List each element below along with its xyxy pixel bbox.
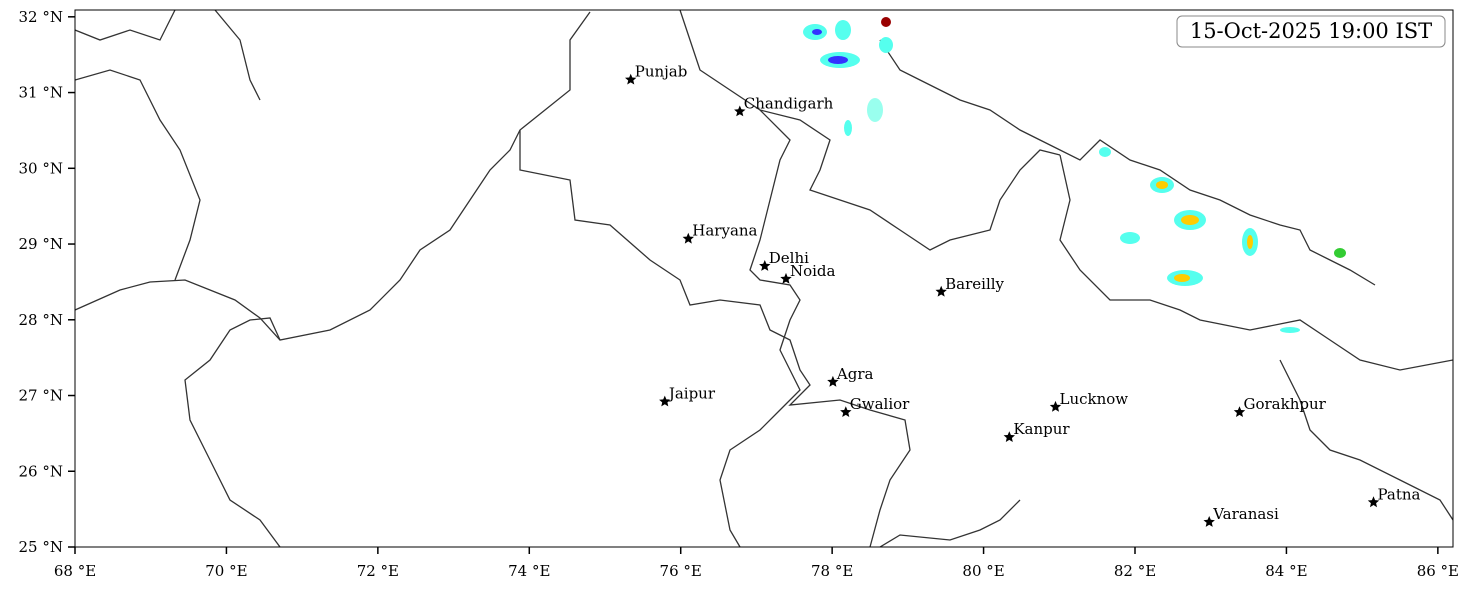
city-label: Gwalior xyxy=(850,395,910,413)
rain-area xyxy=(1174,274,1190,282)
x-tick-label: 68 °E xyxy=(54,562,96,580)
rain-area xyxy=(1334,248,1346,258)
x-tick-label: 84 °E xyxy=(1265,562,1307,580)
rain-area xyxy=(828,56,848,64)
x-tick-label: 80 °E xyxy=(962,562,1004,580)
timestamp: 15-Oct-2025 19:00 IST xyxy=(1190,19,1432,43)
rain-area xyxy=(1247,235,1253,249)
x-tick-label: 76 °E xyxy=(660,562,702,580)
city-marker xyxy=(1003,431,1015,442)
boundaries xyxy=(75,10,1453,547)
city-label: Haryana xyxy=(692,222,757,240)
y-tick-label: 28 °N xyxy=(19,311,63,329)
rain-area xyxy=(812,29,822,35)
city-marker xyxy=(935,285,947,297)
plot-frame xyxy=(74,9,1454,548)
rain-area xyxy=(835,20,851,40)
city-label: Gorakhpur xyxy=(1243,395,1326,413)
city-marker xyxy=(1049,400,1062,412)
y-tick-label: 31 °N xyxy=(19,84,63,102)
city-label: Kanpur xyxy=(1013,420,1070,438)
city-label: Delhi xyxy=(769,249,809,267)
y-tick-label: 26 °N xyxy=(19,462,63,480)
rain-area xyxy=(1099,147,1111,157)
y-tick-label: 32 °N xyxy=(19,8,63,26)
city-marker xyxy=(780,272,792,284)
y-tick-label: 25 °N xyxy=(19,538,63,556)
y-tick-label: 27 °N xyxy=(19,387,63,405)
city-label: Noida xyxy=(790,262,836,280)
y-tick-label: 30 °N xyxy=(19,159,63,177)
rain-area xyxy=(867,98,883,122)
city-marker xyxy=(1203,516,1215,527)
city-label: Bareilly xyxy=(945,275,1004,293)
rain-area xyxy=(1156,181,1168,189)
city-label: Varanasi xyxy=(1212,505,1279,523)
rain-area xyxy=(1280,327,1300,333)
rain-area xyxy=(879,37,893,53)
city-marker xyxy=(659,395,671,407)
rain-area xyxy=(844,120,852,136)
city-marker xyxy=(1233,406,1246,417)
city-marker xyxy=(827,375,839,387)
rain-area xyxy=(1181,215,1199,225)
city-marker xyxy=(682,232,694,244)
city-marker xyxy=(840,406,852,417)
x-tick-label: 72 °E xyxy=(357,562,399,580)
city-label: Punjab xyxy=(635,63,688,81)
x-tick-label: 82 °E xyxy=(1114,562,1156,580)
city-label: Patna xyxy=(1378,485,1421,503)
city-marker xyxy=(759,260,771,271)
y-tick-label: 29 °N xyxy=(19,235,63,253)
city-label: Agra xyxy=(836,365,874,383)
rain-area xyxy=(1120,232,1140,244)
city-marker xyxy=(625,73,637,85)
precipitation-field xyxy=(803,17,1346,333)
city-label: Jaipur xyxy=(667,385,716,403)
timestamp-box xyxy=(1176,15,1446,48)
city-label: Chandigarh xyxy=(744,94,834,112)
city-marker xyxy=(1367,496,1380,508)
x-tick-label: 78 °E xyxy=(811,562,853,580)
rain-area xyxy=(881,17,891,27)
city-marker xyxy=(734,105,746,117)
city-label: Lucknow xyxy=(1060,390,1129,408)
x-tick-label: 74 °E xyxy=(508,562,550,580)
x-tick-label: 86 °E xyxy=(1417,562,1459,580)
x-tick-label: 70 °E xyxy=(205,562,247,580)
